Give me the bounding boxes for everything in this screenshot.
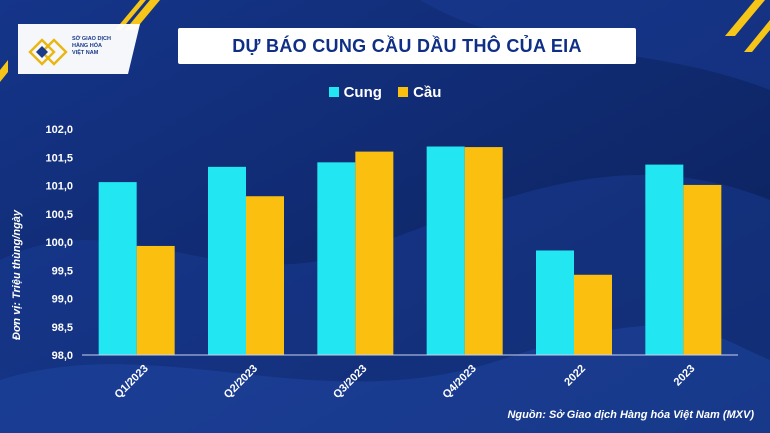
x-tick-label: 2023	[672, 363, 698, 389]
logo-panel	[18, 24, 140, 74]
x-tick-label: Q3/2023	[331, 363, 369, 401]
x-tick-label: Q2/2023	[222, 363, 260, 401]
chart-title: DỰ BÁO CUNG CẦU DẦU THÔ CỦA EIA	[232, 36, 582, 56]
legend-label-supply: Cung	[343, 84, 382, 101]
x-tick-label: Q1/2023	[112, 363, 150, 401]
accent-stripe	[115, 0, 146, 30]
y-tick-label: 100,5	[45, 209, 73, 221]
logo-icon	[28, 38, 68, 66]
y-tick-label: 98,5	[52, 322, 73, 334]
logo-line: HÀNG HÓA	[72, 43, 102, 49]
bar-supply	[645, 164, 684, 355]
source-note: Nguồn: Sở Giao dịch Hàng hóa Việt Nam (M…	[507, 409, 754, 421]
logo-line: VIỆT NAM	[72, 50, 99, 56]
bar-supply	[98, 182, 137, 355]
bar-supply	[208, 166, 246, 355]
y-tick-label: 102,0	[45, 124, 73, 136]
accent-stripe	[744, 20, 770, 52]
y-tick-label: 101,0	[45, 181, 73, 193]
legend-swatch-supply	[328, 87, 339, 97]
x-tick-label: 2022	[562, 363, 588, 389]
x-tick-label: Q4/2023	[440, 363, 478, 401]
logo-text: SỞ GIAO DỊCH HÀNG HÓA VIỆT NAM	[72, 36, 132, 57]
y-tick-label: 100,0	[45, 237, 73, 249]
bar-supply	[536, 250, 574, 355]
accent-stripe	[0, 60, 8, 82]
bar-supply	[317, 162, 356, 355]
bar-demand	[355, 151, 394, 355]
y-tick-label: 98,0	[52, 350, 73, 362]
bar-demand	[683, 184, 722, 355]
title-bar	[178, 28, 636, 64]
legend: Cung Cầu	[0, 84, 770, 101]
y-tick-label: 99,5	[52, 265, 73, 277]
bar-demand	[246, 196, 284, 355]
bar-demand	[574, 274, 612, 355]
bar-demand	[464, 147, 503, 355]
legend-swatch-demand	[398, 87, 409, 97]
bar-demand	[136, 245, 175, 355]
bar-supply	[426, 146, 465, 355]
logo-line: SỞ GIAO DỊCH	[72, 36, 111, 42]
legend-item-supply: Cung	[328, 84, 382, 101]
legend-item-demand: Cầu	[398, 84, 441, 101]
legend-label-demand: Cầu	[413, 84, 442, 101]
accent-stripe	[725, 0, 765, 36]
y-tick-label: 101,5	[45, 152, 73, 164]
y-tick-label: 99,0	[52, 294, 73, 306]
accent-stripe	[125, 0, 160, 30]
